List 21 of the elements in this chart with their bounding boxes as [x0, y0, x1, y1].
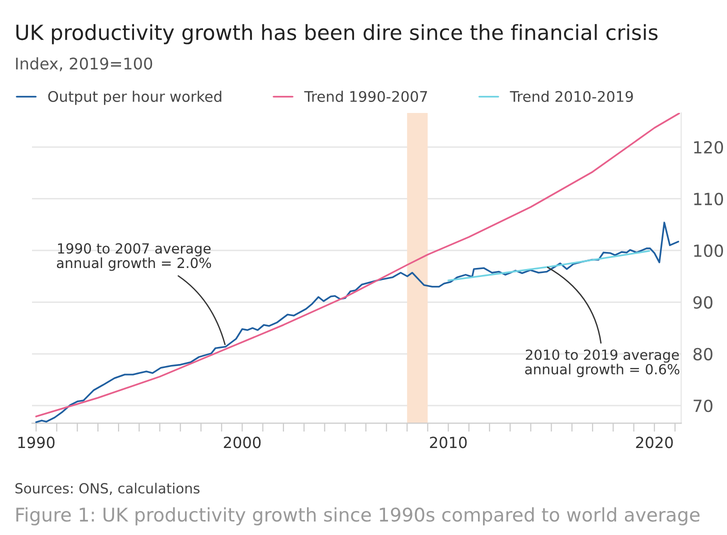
chart-title: UK productivity growth has been dire since the financial crisis — [16, 24, 658, 44]
legend-label: Output per hour worked — [48, 90, 222, 105]
legend-label: Trend 1990-2007 — [304, 90, 428, 102]
y-tick-label: 110 — [694, 192, 724, 206]
annotation: 2010 to 2019 average annual growth = 0.6% — [525, 349, 680, 378]
x-tick-label: 2020 — [636, 436, 673, 448]
caption: Figure 1: UK productivity growth since 1990s compared to world average — [16, 507, 700, 526]
y-tick-label: 70 — [694, 400, 712, 412]
y-tick-label: 90 — [693, 296, 712, 309]
line-series — [35, 112, 680, 418]
source-note: Sources: ONS, calculations — [15, 482, 200, 495]
y-tick-label: 120 — [694, 140, 724, 154]
x-tick-label: 1990 — [18, 436, 55, 448]
line-series — [35, 222, 680, 423]
y-tick-label: 80 — [693, 348, 712, 360]
annotation: 1990 to 2007 average annual growth = 2.0% — [56, 243, 212, 271]
y-tick-label: 100 — [694, 244, 724, 258]
chart-subtitle: Index, 2019=100 — [16, 57, 152, 72]
x-tick-label: 2000 — [224, 436, 261, 448]
x-tick-label: 2010 — [430, 436, 467, 448]
legend-label: Trend 2010-2019 — [510, 90, 633, 102]
